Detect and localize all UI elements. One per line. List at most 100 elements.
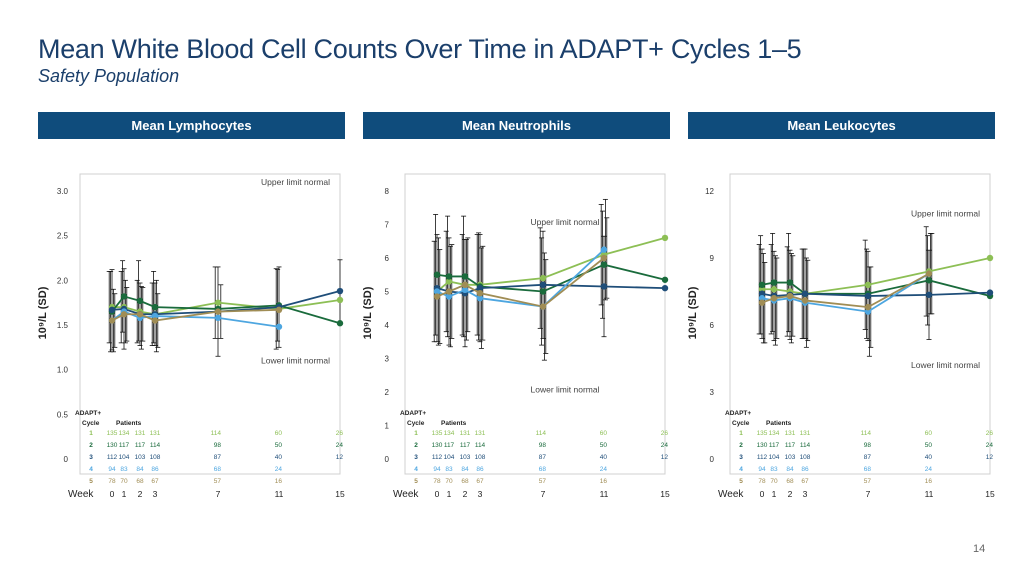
data-point-cycle-2 bbox=[151, 303, 159, 311]
table-cycle-label: 4 bbox=[89, 466, 93, 473]
table-count: 24 bbox=[986, 442, 994, 449]
x-tick-label: 0 bbox=[110, 489, 115, 499]
table-count: 130 bbox=[432, 442, 443, 449]
data-point-cycle-2 bbox=[758, 281, 766, 288]
table-count: 117 bbox=[119, 442, 130, 449]
data-point-cycle-1 bbox=[986, 254, 994, 262]
table-count: 68 bbox=[786, 478, 794, 485]
data-point-cycle-3 bbox=[925, 291, 933, 299]
x-tick-label: 11 bbox=[925, 489, 934, 499]
data-point-cycle-2 bbox=[336, 320, 344, 327]
data-point-cycle-2 bbox=[600, 261, 608, 268]
table-count: 117 bbox=[135, 442, 146, 449]
table-count: 114 bbox=[150, 442, 161, 449]
table-count: 16 bbox=[925, 478, 933, 485]
page-subtitle: Safety Population bbox=[38, 66, 180, 86]
data-point-cycle-5 bbox=[136, 311, 144, 318]
table-count: 16 bbox=[600, 478, 608, 485]
table-count: 68 bbox=[539, 466, 547, 473]
data-point-cycle-2 bbox=[786, 279, 794, 286]
x-tick-label: 3 bbox=[153, 489, 158, 499]
table-header-cycle: Cycle bbox=[732, 420, 750, 427]
table-cycle-label: 2 bbox=[739, 442, 743, 449]
table-count: 86 bbox=[801, 466, 809, 473]
table-count: 12 bbox=[336, 454, 344, 461]
x-tick-label: 11 bbox=[600, 489, 609, 499]
table-count: 114 bbox=[475, 442, 486, 449]
header-leukocytes: Mean Leukocytes bbox=[688, 112, 995, 139]
table-count: 12 bbox=[986, 454, 994, 461]
table-count: 131 bbox=[150, 430, 161, 437]
table-count: 87 bbox=[864, 454, 872, 461]
data-point-cycle-5 bbox=[925, 270, 933, 277]
x-tick-label: 0 bbox=[435, 489, 440, 499]
data-point-cycle-4 bbox=[864, 308, 872, 315]
table-cycle-label: 5 bbox=[739, 478, 743, 485]
page-title: Mean White Blood Cell Counts Over Time i… bbox=[38, 34, 802, 64]
data-point-cycle-3 bbox=[476, 284, 484, 292]
x-tick-label: 3 bbox=[803, 489, 808, 499]
table-cycle-label: 1 bbox=[89, 430, 93, 437]
data-point-cycle-1 bbox=[864, 281, 872, 288]
data-point-cycle-3 bbox=[600, 283, 608, 290]
data-point-cycle-4 bbox=[151, 312, 159, 320]
table-count: 130 bbox=[107, 442, 118, 449]
table-count: 117 bbox=[460, 442, 471, 449]
table-cycle-label: 2 bbox=[414, 442, 418, 449]
table-count: 50 bbox=[600, 442, 608, 449]
table-count: 135 bbox=[432, 430, 443, 437]
x-tick-label: 15 bbox=[660, 489, 670, 499]
table-cycle-label: 4 bbox=[414, 466, 418, 473]
table-count: 24 bbox=[925, 466, 933, 473]
data-point-cycle-1 bbox=[770, 286, 778, 293]
table-cycle-label: 3 bbox=[414, 454, 418, 461]
table-count: 94 bbox=[758, 466, 766, 473]
table-count: 94 bbox=[108, 466, 116, 473]
upper-limit-label: Upper limit normal bbox=[911, 208, 980, 218]
data-point-cycle-3 bbox=[108, 306, 116, 314]
table-count: 67 bbox=[151, 478, 159, 485]
data-point-cycle-3 bbox=[758, 290, 766, 297]
y-tick-label: 12 bbox=[705, 187, 714, 196]
table-count: 112 bbox=[757, 454, 768, 461]
y-axis-label: 10⁹/L (SD) bbox=[362, 286, 374, 339]
data-point-cycle-1 bbox=[336, 296, 344, 304]
table-header-cycle: Cycle bbox=[82, 420, 100, 427]
plot-frame bbox=[404, 173, 666, 475]
upper-limit-label: Upper limit normal bbox=[261, 177, 330, 187]
y-tick-label: 2.5 bbox=[57, 232, 69, 241]
table-count: 40 bbox=[600, 454, 608, 461]
y-tick-label: 0 bbox=[710, 455, 715, 464]
table-count: 60 bbox=[600, 430, 608, 437]
table-count: 70 bbox=[445, 478, 453, 485]
table-count: 104 bbox=[119, 454, 130, 461]
data-point-cycle-4 bbox=[758, 295, 766, 302]
data-point-cycle-2 bbox=[433, 271, 441, 278]
data-point-cycle-5 bbox=[786, 292, 794, 300]
table-count: 98 bbox=[539, 442, 547, 449]
data-point-cycle-2 bbox=[136, 297, 144, 305]
y-tick-label: 7 bbox=[385, 221, 390, 230]
table-cycle-label: 4 bbox=[739, 466, 743, 473]
table-header-patients: Patients bbox=[441, 420, 467, 427]
data-point-cycle-5 bbox=[476, 289, 484, 297]
data-point-cycle-5 bbox=[600, 254, 608, 262]
table-count: 84 bbox=[786, 466, 794, 473]
y-tick-label: 6 bbox=[385, 254, 390, 263]
table-count: 87 bbox=[214, 454, 222, 461]
table-count: 24 bbox=[336, 442, 344, 449]
table-count: 135 bbox=[757, 430, 768, 437]
y-tick-label: 8 bbox=[385, 187, 390, 196]
data-point-cycle-3 bbox=[336, 287, 344, 295]
data-point-cycle-5 bbox=[275, 306, 283, 314]
table-cycle-label: 1 bbox=[414, 430, 418, 437]
data-point-cycle-5 bbox=[445, 288, 453, 295]
table-count: 117 bbox=[444, 442, 455, 449]
y-tick-label: 2.0 bbox=[57, 276, 69, 285]
y-tick-label: 3 bbox=[710, 388, 715, 397]
table-count: 26 bbox=[986, 430, 994, 437]
y-tick-label: 0 bbox=[64, 455, 69, 464]
x-tick-label: 15 bbox=[985, 489, 995, 499]
table-count: 131 bbox=[460, 430, 471, 437]
x-tick-label: 2 bbox=[463, 489, 468, 499]
